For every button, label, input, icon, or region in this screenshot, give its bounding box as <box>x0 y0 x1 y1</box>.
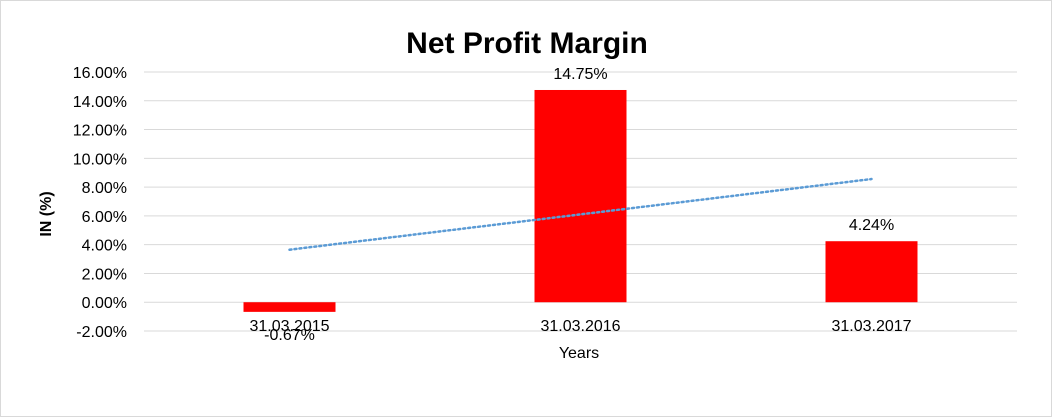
data-label: 14.75% <box>553 66 607 83</box>
trendline <box>288 177 873 251</box>
x-tick-labels: 31.03.2015 31.03.2016 31.03.2017 <box>249 318 911 335</box>
data-label: 4.24% <box>849 217 894 234</box>
y-tick-label: 16.00% <box>73 65 127 82</box>
y-tick-label: 8.00% <box>82 180 127 197</box>
chart-title: Net Profit Margin <box>406 27 648 60</box>
bar-31.03.2016 <box>534 89 627 303</box>
y-tick-label: -2.00% <box>76 324 127 341</box>
bar-31.03.2015 <box>243 302 336 312</box>
y-tick-label: 10.00% <box>73 151 127 168</box>
x-tick-label: 31.03.2017 <box>831 318 911 335</box>
y-tick-label: 12.00% <box>73 123 127 140</box>
bar-31.03.2017 <box>825 241 918 303</box>
y-tick-labels: -2.00% 0.00% 2.00% 4.00% 6.00% 8.00% 10.00% 12.… <box>73 65 127 341</box>
trendline-group <box>288 177 873 251</box>
data-label: -0.67% <box>264 327 315 344</box>
x-tick-label: 31.03.2016 <box>540 318 620 335</box>
y-tick-label: 6.00% <box>82 209 127 226</box>
bars <box>243 89 918 312</box>
y-tick-label: 14.00% <box>73 94 127 111</box>
data-labels: -0.67% 14.75% 4.24% <box>264 66 894 344</box>
y-axis-title: IN (%) <box>38 191 55 236</box>
y-tick-label: 2.00% <box>82 266 127 283</box>
y-tick-label: 0.00% <box>82 295 127 312</box>
x-axis-title: Years <box>559 345 599 362</box>
y-tick-label: 4.00% <box>82 238 127 255</box>
x-tick-label: 31.03.2015 <box>249 318 329 335</box>
